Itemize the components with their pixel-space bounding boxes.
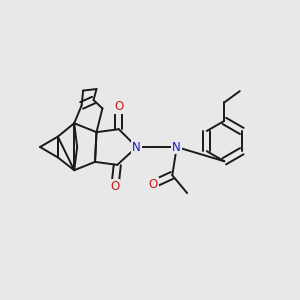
Text: N: N (172, 140, 181, 154)
Text: N: N (132, 140, 141, 154)
Text: O: O (114, 100, 123, 113)
Text: O: O (110, 180, 120, 193)
Text: O: O (148, 178, 158, 191)
